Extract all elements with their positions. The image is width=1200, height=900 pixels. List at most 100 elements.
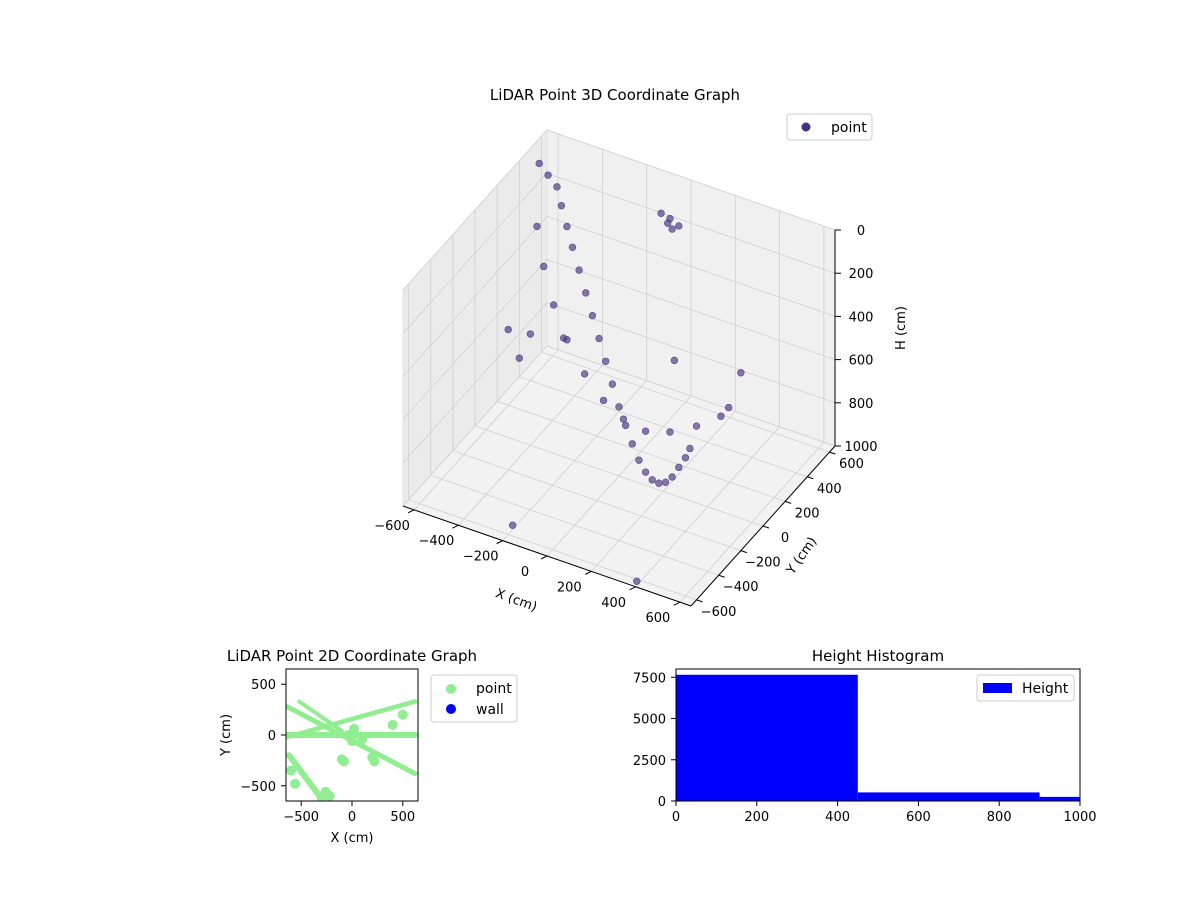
chart-3d-point: [655, 479, 663, 487]
chart-2d-ticks: −500 0 500 500 0 −500: [240, 678, 415, 825]
chart-3d-point: [657, 209, 665, 218]
chart-3d-x-tick-label: 400: [601, 596, 626, 611]
chart-3d-point: [675, 222, 683, 230]
chart-3d-x-tick-label: 600: [646, 611, 671, 626]
chart-3d-point: [675, 463, 683, 472]
chart-3d-point: [544, 171, 552, 179]
chart-3d-y-tick-label: −400: [723, 580, 759, 595]
histogram-title: Height Histogram: [812, 647, 944, 665]
chart-3d-legend: point: [786, 113, 873, 141]
chart-3d-point: [608, 380, 617, 388]
chart-3d-point: [692, 422, 701, 430]
chart-2d-x-tick-label: −500: [283, 810, 319, 825]
chart-3d-point: [615, 403, 623, 411]
histogram-y-tick-label: 2500: [633, 754, 666, 769]
chart-3d-panes: [402, 128, 836, 607]
histogram-y-tick-label: 0: [658, 795, 666, 810]
chart-3d-y-tick-mark: [718, 574, 725, 578]
chart-3d-gridline-y: [474, 425, 764, 527]
chart-3d-z-tick-label: 0: [857, 224, 865, 239]
chart-3d-z-tick-label: 1000: [844, 440, 877, 455]
chart-2d-y-tick-label: 0: [268, 729, 276, 744]
chart-3d-point: [635, 456, 643, 464]
chart-3d-point: [664, 219, 672, 227]
chart-3d-z-tick-label: 400: [849, 310, 874, 325]
chart-3d-x-tick-label: −200: [463, 550, 499, 565]
chart-2d-y-tick-label: 500: [251, 678, 276, 693]
chart-3d-gridline-z: [402, 172, 548, 334]
chart-2d-legend-label-point: point: [476, 681, 512, 697]
chart-3d-z-tick-label: 600: [849, 354, 874, 369]
chart-3d-point: [504, 325, 512, 334]
chart-3d-x-tick-mark: [585, 570, 592, 575]
chart-3d-grid: [402, 129, 836, 607]
chart-2d-point: [290, 778, 301, 789]
chart-3d-gridline-z: [402, 259, 548, 420]
chart-3d-point: [575, 266, 583, 274]
chart-3d-y-tick-mark: [762, 525, 770, 529]
histogram-x-tick-label: 0: [672, 810, 680, 825]
histogram-x-tick-label: 1000: [1063, 810, 1096, 825]
chart-2d-point: [349, 723, 360, 734]
histogram-legend-swatch: [983, 683, 1012, 693]
histogram-legend-label: Height: [1022, 681, 1069, 697]
chart-3d-x-tick-label: −400: [419, 534, 455, 549]
chart-2d-point: [286, 765, 297, 776]
chart-3d-y-tick-label: −600: [701, 605, 737, 620]
chart-3d-x-axis-label: X (cm): [493, 586, 539, 615]
chart-3d-point: [641, 427, 650, 435]
chart-2d-legend-marker-point: [446, 684, 456, 694]
chart-3d-z-tick-label: 800: [849, 397, 874, 412]
histogram-x-tick-label: 600: [906, 810, 931, 825]
histogram-bars: [676, 674, 1080, 801]
chart-3d-point: [539, 262, 548, 271]
chart-3d-gridline-y: [497, 401, 786, 502]
chart-3d-legend-label: point: [831, 120, 867, 136]
chart-2d-y-tick-label: −500: [240, 780, 276, 795]
chart-3d-gridline-z: [402, 345, 548, 507]
chart-3d-x-tick-mark: [629, 586, 636, 591]
chart-2d-x-tick-label: 0: [348, 810, 356, 825]
chart-2d-title: LiDAR Point 2D Coordinate Graph: [227, 647, 477, 665]
histogram-bar: [676, 674, 858, 801]
chart-3d-points: [504, 159, 745, 585]
chart-2d-point: [316, 791, 327, 801]
chart-3d-gridline-x: [591, 411, 736, 572]
histogram-x-tick-label: 200: [744, 810, 769, 825]
histogram-bar: [857, 792, 1040, 801]
chart-3d-gridline-z: [546, 345, 836, 447]
chart-3d-point: [515, 354, 524, 362]
histogram-x-tick-label: 800: [987, 810, 1012, 825]
chart-2d-point-band: [286, 752, 323, 799]
chart-3d-y-tick-mark: [740, 550, 748, 554]
chart-3d-z-tick-label: 200: [849, 267, 874, 282]
histogram-frame: [675, 668, 1081, 802]
chart-3d-gridline-y: [541, 351, 830, 453]
chart-2d-point: [357, 734, 368, 745]
chart-3d-point: [580, 370, 589, 378]
chart-2d-x-axis-label: X (cm): [331, 831, 374, 846]
chart-3d-y-tick-mark: [784, 500, 792, 504]
histogram-ticks: 0 200 400 600 800 1000 0 2500 5000 7500: [633, 671, 1097, 825]
chart-3d-x-tick-label: −600: [374, 519, 410, 534]
chart-3d-x-tick-mark: [673, 601, 681, 606]
chart-3d-point: [535, 159, 543, 168]
chart-3d-gridline-x: [679, 441, 825, 603]
chart-3d-point: [553, 183, 561, 191]
chart-3d-legend-marker: [801, 122, 811, 132]
histogram-bar: [1039, 796, 1080, 801]
chart-2d-point-band: [286, 699, 418, 740]
chart-3d-point: [686, 444, 694, 453]
chart-3d-point: [602, 357, 610, 365]
chart-3d-title: LiDAR Point 3D Coordinate Graph: [490, 86, 740, 104]
chart-2d-legend-label-wall: wall: [476, 702, 504, 718]
chart-3d-point: [681, 454, 690, 462]
chart-2d-x-tick-label: 500: [390, 810, 415, 825]
chart-3d-point: [666, 428, 674, 436]
chart-3d-point: [737, 369, 745, 377]
chart-3d-point: [724, 403, 733, 412]
chart-3d-point: [526, 330, 535, 338]
chart-2d-point-band: [297, 699, 344, 733]
chart-3d-point: [508, 521, 517, 529]
chart-3d-x-tick-label: 200: [557, 580, 582, 595]
